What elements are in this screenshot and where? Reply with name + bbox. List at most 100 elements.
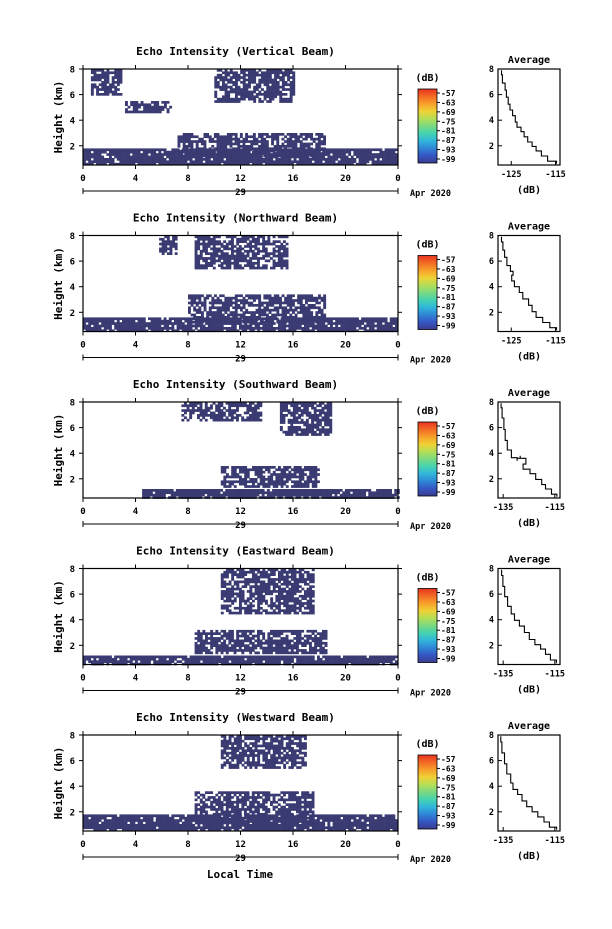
echo-cell (304, 148, 307, 152)
echo-cell (376, 322, 380, 325)
echo-cell (122, 329, 125, 333)
echo-cell (229, 76, 233, 79)
echo-cell (88, 322, 92, 325)
echo-cell (395, 162, 398, 166)
echo-cell (212, 252, 216, 255)
echo-cell (395, 329, 398, 333)
echo-cell (230, 418, 234, 422)
echo-cell (142, 493, 145, 497)
echo-cell (266, 88, 270, 91)
echo-cell (275, 240, 279, 243)
panel-title: Echo Intensity (Vertical Beam) (136, 45, 335, 58)
echo-cell (268, 71, 272, 75)
echo-cell (109, 148, 112, 152)
echo-cell (296, 485, 300, 488)
echo-cell (214, 491, 218, 495)
echo-cell (293, 655, 297, 659)
echo-cell (278, 482, 281, 486)
echo-cell (243, 493, 247, 497)
echo-cell (259, 242, 263, 246)
echo-cell (326, 404, 330, 408)
echo-cell (182, 137, 186, 141)
echo-cell (302, 294, 306, 298)
echo-cell (197, 655, 201, 659)
echo-cell (129, 148, 133, 152)
echo-cell (389, 158, 393, 161)
echo-cell (251, 266, 255, 270)
echo-cell (292, 428, 296, 432)
echo-cell (326, 489, 330, 492)
echo-cell (90, 155, 94, 159)
echo-cell (235, 95, 238, 99)
profile-line (500, 236, 558, 331)
echo-cell (268, 100, 272, 103)
echo-cell (237, 78, 241, 82)
echo-cell (212, 402, 216, 405)
echo-cell (265, 160, 268, 164)
echo-cell (287, 409, 291, 412)
echo-cell (227, 71, 231, 75)
echo-cell (260, 311, 264, 314)
echo-cell (394, 493, 398, 497)
echo-cell (207, 409, 211, 412)
echo-cell (176, 655, 180, 659)
echo-cell (285, 160, 289, 164)
echo-cell (287, 73, 290, 77)
echo-cell (311, 433, 314, 436)
echo-cell (304, 162, 307, 166)
echo-cell (200, 657, 203, 661)
echo-cell (257, 242, 260, 246)
echo-cell (387, 153, 391, 156)
echo-cell (244, 155, 248, 159)
echo-cell (90, 329, 94, 333)
echo-cell (311, 428, 314, 432)
echo-cell (135, 317, 138, 321)
echo-cell (195, 135, 199, 139)
echo-cell (285, 319, 289, 323)
echo-cell (392, 148, 396, 152)
echo-cell (305, 426, 309, 429)
echo-cell (317, 135, 321, 139)
echo-cell (155, 155, 159, 159)
echo-cell (202, 240, 206, 243)
echo-cell (296, 466, 300, 469)
echo-cell (324, 162, 328, 166)
echo-cell (314, 482, 318, 486)
echo-cell (265, 153, 268, 156)
echo-cell (248, 76, 251, 79)
echo-cell (201, 491, 205, 495)
echo-cell (282, 404, 286, 408)
echo-cell (217, 404, 221, 408)
echo-cell (206, 311, 210, 314)
echo-cell (213, 657, 216, 661)
echo-cell (259, 162, 263, 166)
echo-cell (288, 160, 292, 164)
echo-cell (280, 252, 284, 255)
echo-cell (242, 78, 246, 82)
profile-ytick-label: 4 (489, 283, 494, 293)
echo-cell (254, 162, 258, 166)
echo-cell (253, 88, 257, 91)
echo-cell (304, 657, 307, 661)
echo-cell (234, 311, 238, 314)
echo-cell (276, 299, 280, 302)
echo-cell (242, 76, 246, 79)
echo-cell (309, 629, 312, 633)
echo-cell (219, 152, 222, 155)
echo-cell (233, 257, 237, 260)
echo-cell (127, 153, 131, 156)
echo-cell (243, 404, 247, 408)
echo-cell (332, 329, 336, 333)
echo-cell (153, 162, 157, 166)
echo-cell (106, 71, 110, 75)
echo-cell (202, 324, 206, 328)
echo-cell (234, 301, 238, 305)
echo-cell (226, 158, 229, 161)
echo-cell (240, 306, 243, 310)
echo-cell (311, 473, 315, 476)
echo-cell (135, 155, 138, 159)
echo-cell (326, 423, 330, 427)
echo-cell (170, 493, 174, 497)
echo-cell (197, 261, 201, 265)
echo-cell (268, 135, 272, 139)
